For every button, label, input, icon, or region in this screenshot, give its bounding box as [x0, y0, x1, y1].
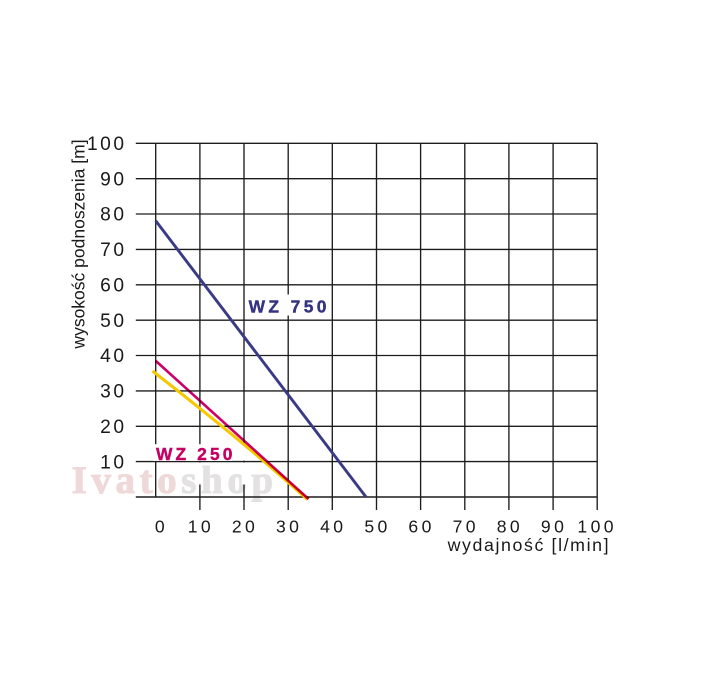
- svg-text:50: 50: [100, 311, 126, 332]
- svg-text:WZ 250: WZ 250: [156, 444, 235, 464]
- svg-text:50: 50: [364, 517, 390, 537]
- svg-text:10: 10: [188, 517, 214, 537]
- svg-text:10: 10: [100, 452, 126, 473]
- svg-text:wysokość podnoszenia [m]: wysokość podnoszenia [m]: [69, 139, 89, 349]
- svg-text:90: 90: [541, 517, 567, 537]
- svg-text:Ivatoshop: Ivatoshop: [72, 459, 278, 502]
- svg-text:60: 60: [100, 276, 126, 297]
- svg-text:30: 30: [276, 517, 302, 537]
- svg-text:0: 0: [155, 517, 168, 537]
- svg-text:60: 60: [408, 517, 434, 537]
- svg-text:wydajność [l/min]: wydajność [l/min]: [447, 535, 611, 555]
- svg-text:40: 40: [320, 517, 346, 537]
- svg-text:30: 30: [100, 382, 126, 403]
- svg-text:80: 80: [100, 205, 126, 226]
- svg-text:90: 90: [100, 169, 126, 190]
- svg-text:WZ 750: WZ 750: [249, 296, 330, 316]
- svg-text:70: 70: [100, 240, 126, 261]
- svg-text:20: 20: [100, 417, 126, 438]
- svg-text:80: 80: [497, 517, 523, 537]
- svg-text:40: 40: [100, 346, 126, 367]
- svg-text:100: 100: [87, 134, 127, 155]
- svg-text:70: 70: [453, 517, 479, 537]
- svg-text:100: 100: [577, 517, 617, 537]
- svg-text:20: 20: [232, 517, 258, 537]
